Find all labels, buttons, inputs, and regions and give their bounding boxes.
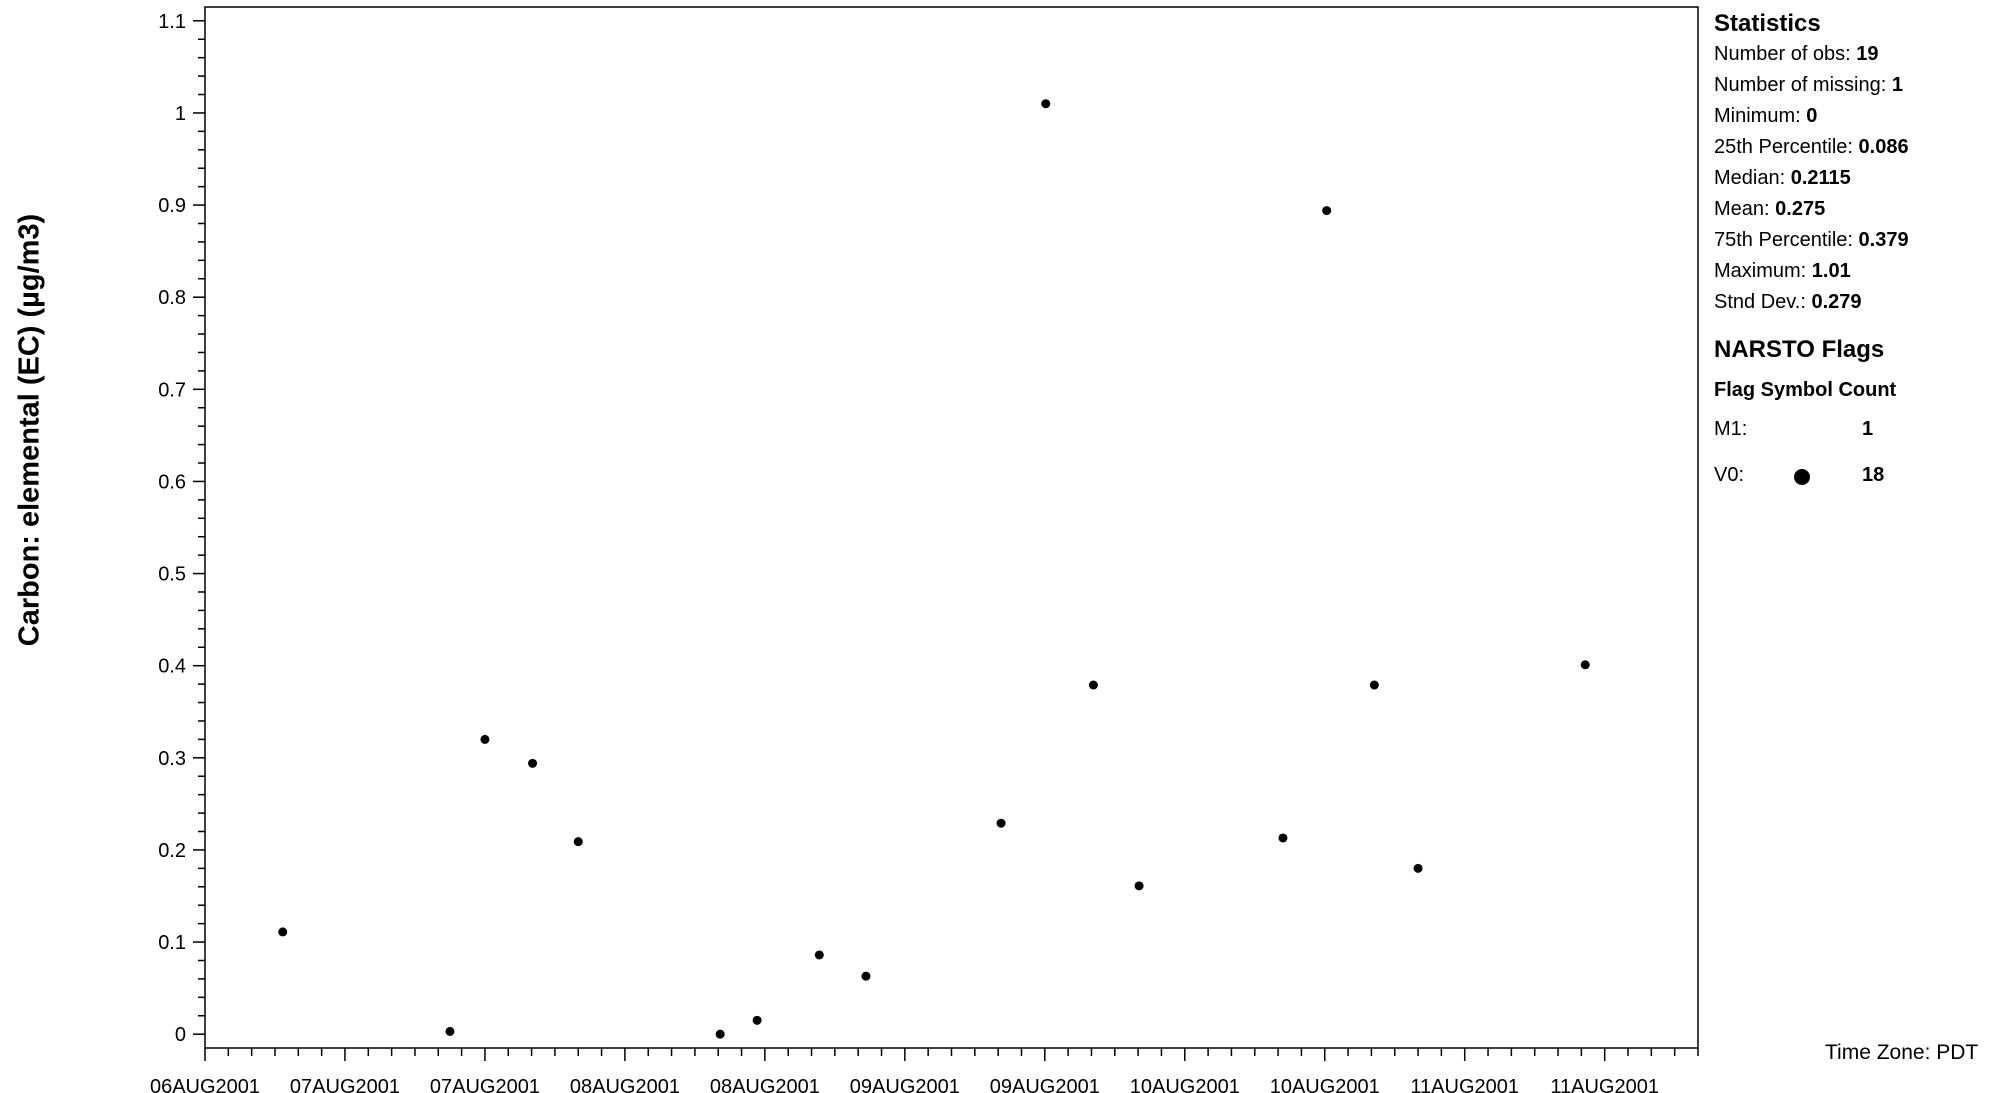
x-tick-label: 09AUG2001 — [850, 1076, 960, 1093]
x-tick-label: 11AUG2001 — [1550, 1076, 1659, 1093]
data-point — [1413, 863, 1423, 873]
data-point — [1369, 680, 1379, 690]
statistics-title: Statistics — [1714, 10, 1821, 37]
statistics-panel: Statistics Number of obs: 19 Number of mi… — [1714, 8, 2004, 498]
x-tick-label: 08AUG2001 — [570, 1076, 680, 1093]
x-tick-label: 11AUG2001 — [1410, 1076, 1519, 1093]
stat-label: Median: — [1714, 167, 1791, 189]
stat-label: Minimum: — [1714, 105, 1807, 127]
stat-row: Median: 0.2115 — [1714, 163, 2004, 194]
x-tick-label: 06AUG2001 — [150, 1076, 260, 1093]
plot-area — [204, 6, 1699, 1049]
stat-row: Stnd Dev.: 0.279 — [1714, 287, 2004, 318]
data-point — [278, 927, 288, 937]
stat-row: Mean: 0.275 — [1714, 194, 2004, 225]
data-point — [996, 818, 1006, 828]
data-point — [573, 837, 583, 847]
stat-value: 0.279 — [1811, 291, 1862, 313]
stat-value: 0.086 — [1858, 136, 1909, 158]
y-tick-label: 1 — [175, 103, 186, 125]
data-point — [1580, 660, 1590, 670]
stat-value: 1 — [1891, 74, 1903, 96]
y-tick-label: 0.1 — [158, 932, 186, 954]
flag-code: V0: — [1714, 464, 1745, 486]
data-point — [814, 950, 824, 960]
timezone-label: Time Zone: PDT — [1825, 1041, 1979, 1064]
statistics-list: Number of obs: 19 Number of missing: 1 Min… — [1714, 39, 2004, 318]
stat-value: 0.2115 — [1790, 167, 1851, 189]
data-point — [752, 1015, 762, 1025]
stat-value: 1.01 — [1811, 260, 1851, 282]
flag-code: M1: — [1714, 418, 1748, 440]
stat-value: 0 — [1806, 105, 1818, 127]
stat-label: Number of obs: — [1714, 43, 1857, 65]
flag-count: 18 — [1862, 464, 1885, 486]
stat-row: 25th Percentile: 0.086 — [1714, 132, 2004, 163]
y-axis-label: Carbon: elemental (EC) (µg/m3) — [13, 213, 46, 647]
y-tick-label: 0.2 — [158, 840, 186, 862]
x-tick-label: 08AUG2001 — [710, 1076, 820, 1093]
stat-row: 75th Percentile: 0.379 — [1714, 225, 2004, 256]
data-point — [1088, 680, 1098, 690]
data-point — [861, 971, 871, 981]
x-tick-label: 09AUG2001 — [990, 1076, 1100, 1093]
data-point — [1134, 881, 1144, 891]
stat-label: Maximum: — [1714, 260, 1812, 282]
x-tick-label: 10AUG2001 — [1130, 1076, 1240, 1093]
data-point — [1278, 833, 1288, 843]
y-tick-label: 0.4 — [158, 656, 186, 678]
flag-row: M1: 1 — [1714, 406, 2004, 452]
y-tick-label: 0.6 — [158, 471, 186, 493]
x-axis: 06AUG2001 07AUG2001 07AUG2001 08AUG2001 08AU… — [150, 1048, 1699, 1093]
stat-value: 0.275 — [1775, 198, 1826, 220]
y-axis: 0 0.1 0.2 0.3 0.4 0.5 0.6 0.7 0.8 0.9 1 1.1 — [158, 11, 205, 1046]
stat-label: 25th Percentile: — [1714, 136, 1859, 158]
y-tick-label: 0.9 — [158, 195, 186, 217]
flags-title: NARSTO Flags — [1714, 336, 1885, 363]
flags-header: Flag Symbol Count — [1714, 379, 1897, 401]
data-points — [278, 99, 1590, 1039]
y-tick-label: 0 — [175, 1024, 186, 1046]
data-point — [715, 1029, 725, 1039]
stat-label: 75th Percentile: — [1714, 229, 1859, 251]
y-tick-label: 0.5 — [158, 564, 186, 586]
data-point — [528, 758, 538, 768]
y-tick-label: 0.3 — [158, 748, 186, 770]
y-tick-label: 0.8 — [158, 287, 186, 309]
y-tick-label: 1.1 — [158, 11, 186, 33]
stat-row: Maximum: 1.01 — [1714, 256, 2004, 287]
data-point — [1322, 206, 1332, 216]
x-tick-label: 07AUG2001 — [290, 1076, 400, 1093]
stat-label: Stnd Dev.: — [1714, 291, 1812, 313]
stat-value: 19 — [1856, 43, 1879, 65]
data-point — [445, 1026, 455, 1036]
flag-count: 1 — [1862, 418, 1874, 440]
data-point — [480, 734, 490, 744]
x-tick-label: 07AUG2001 — [430, 1076, 540, 1093]
x-tick-label: 10AUG2001 — [1270, 1076, 1380, 1093]
stat-row: Number of obs: 19 — [1714, 39, 2004, 70]
stat-label: Mean: — [1714, 198, 1776, 220]
stat-row: Minimum: 0 — [1714, 101, 2004, 132]
data-point — [1041, 99, 1051, 109]
stat-label: Number of missing: — [1714, 74, 1892, 96]
stat-value: 0.379 — [1858, 229, 1909, 251]
stat-row: Number of missing: 1 — [1714, 70, 2004, 101]
y-tick-label: 0.7 — [158, 379, 186, 401]
y-axis-label-box: Carbon: elemental (EC) (µg/m3) — [0, 0, 60, 1093]
flags-list: M1: 1 V0: 18 — [1714, 406, 2004, 498]
flag-symbol-dot-icon — [1794, 469, 1810, 485]
flag-row: V0: 18 — [1714, 452, 2004, 498]
